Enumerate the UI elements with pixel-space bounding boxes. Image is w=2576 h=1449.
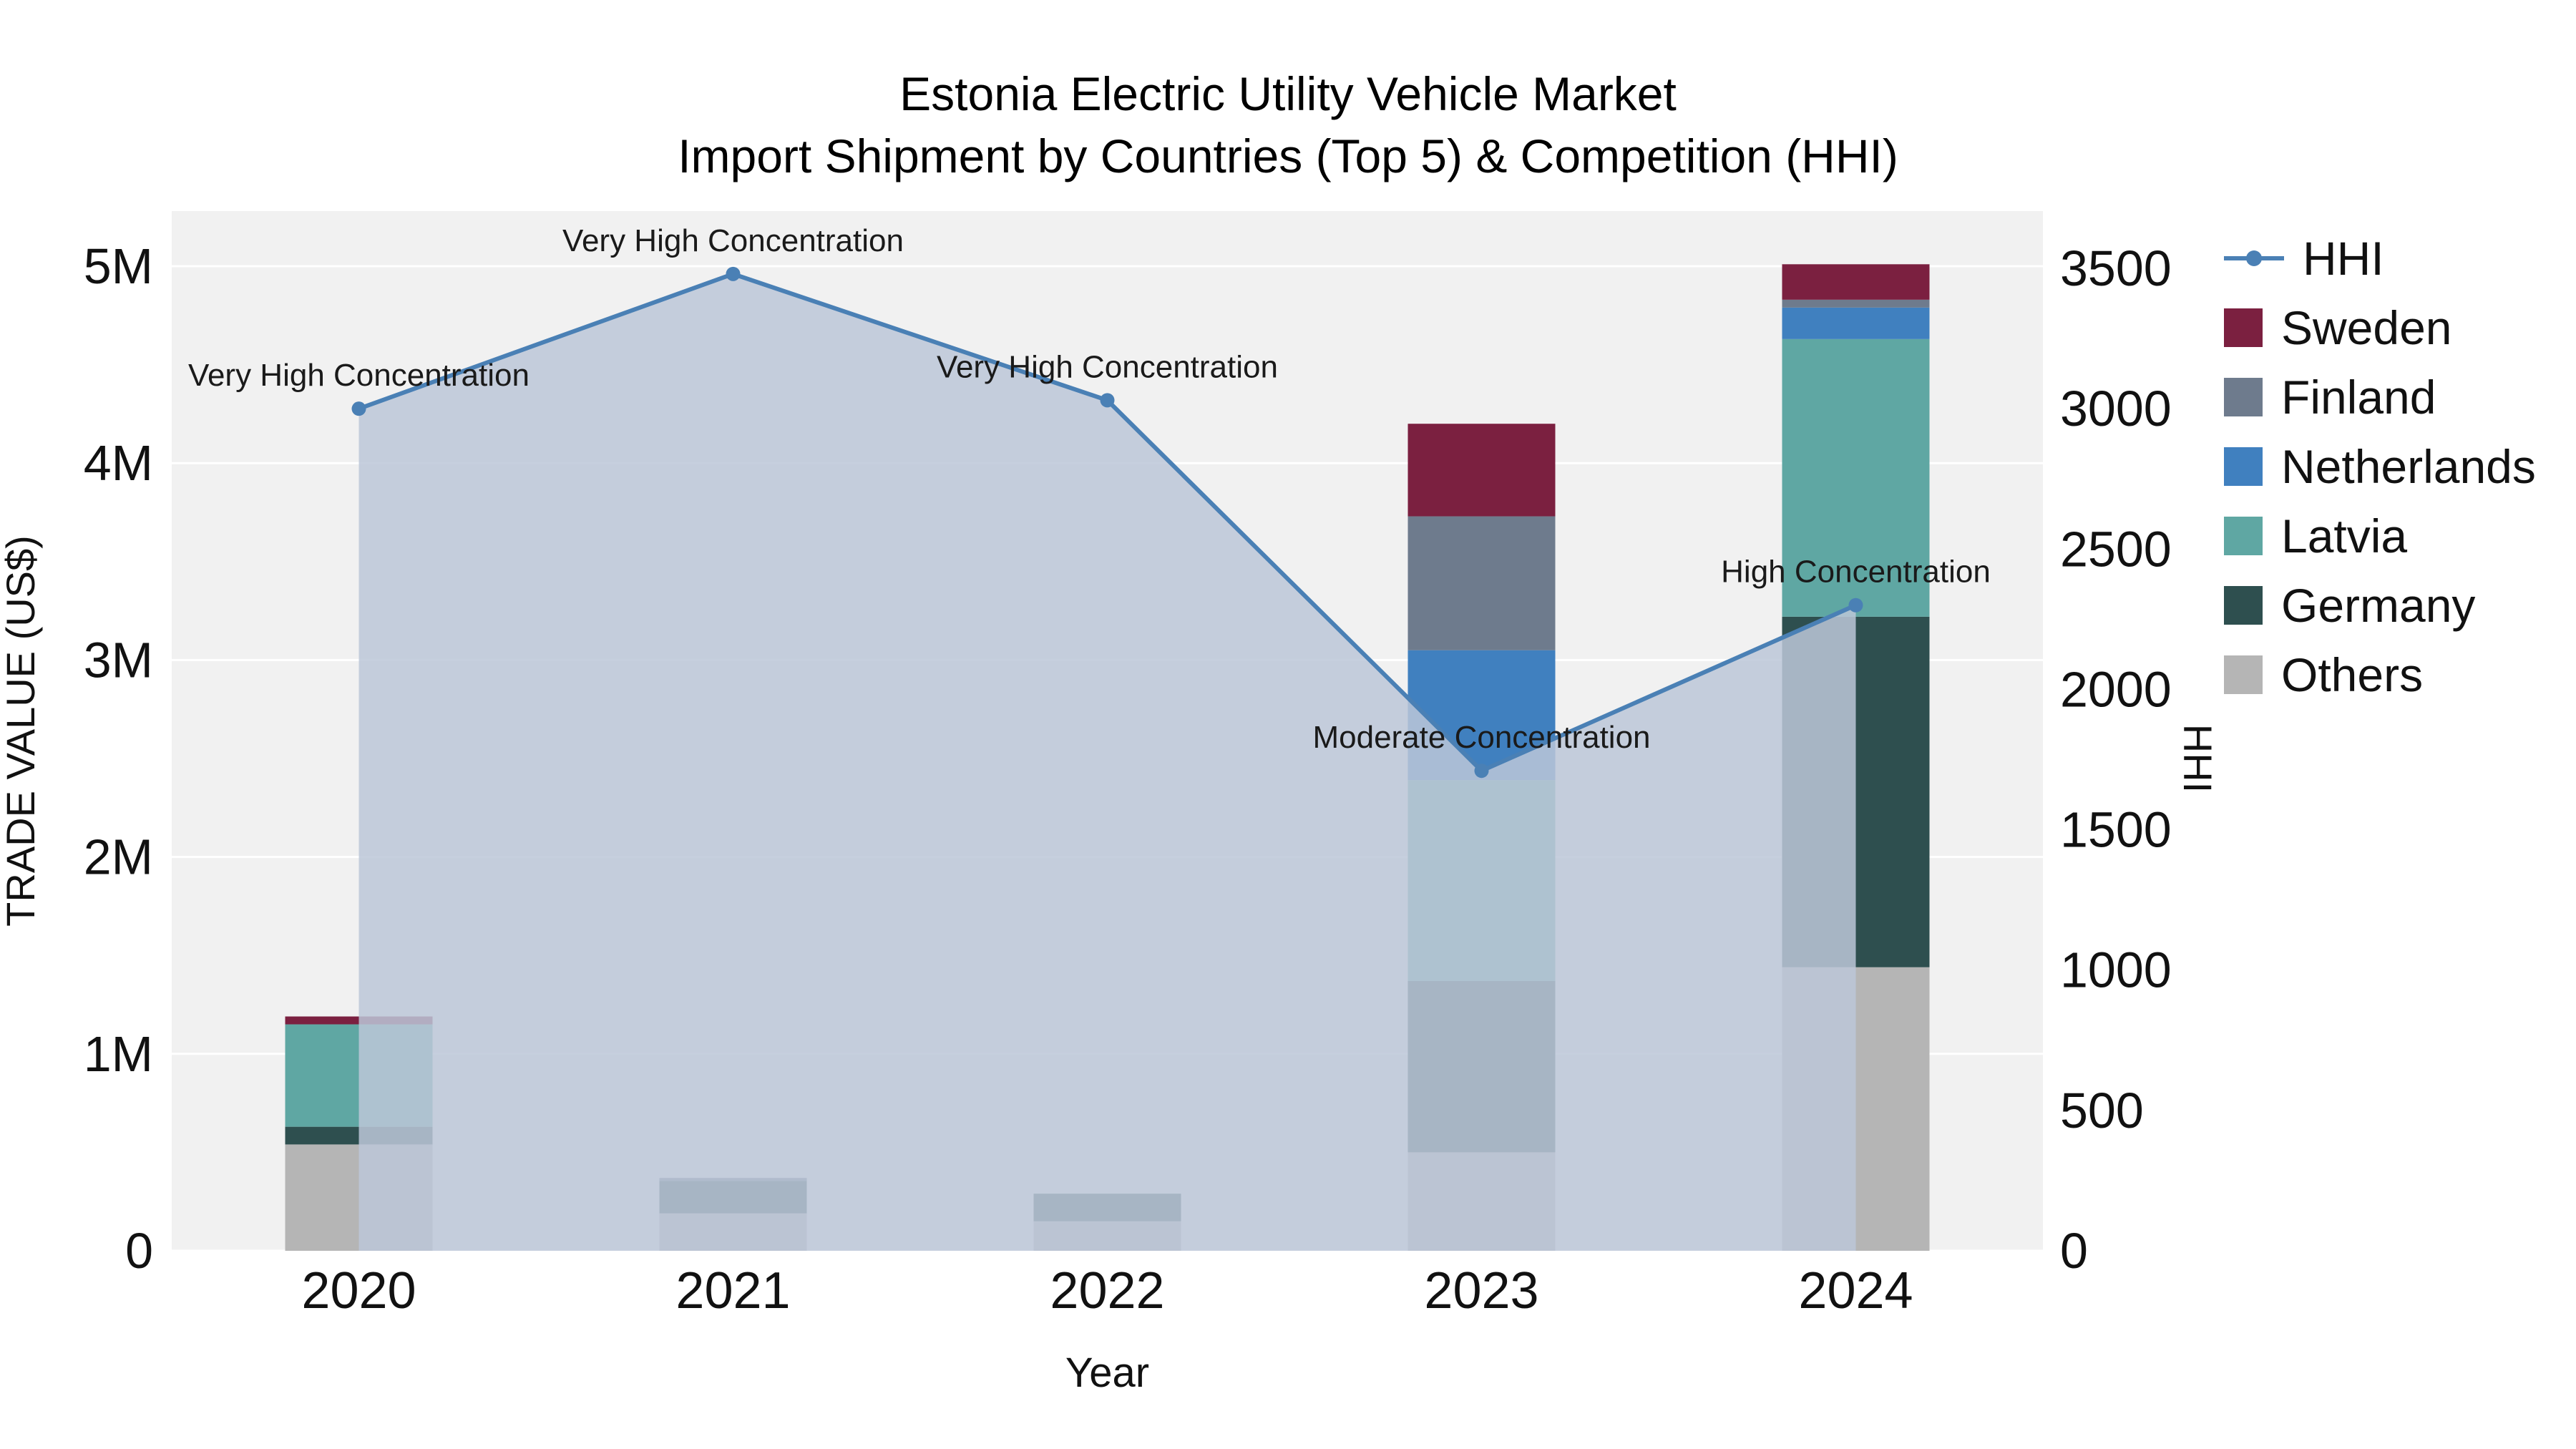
hhi-line-marker-icon [2224, 250, 2284, 266]
legend-label-latvia: Latvia [2281, 509, 2408, 562]
legend-item-hhi[interactable]: HHI [2224, 232, 2536, 285]
svg-text:Very High Concentration: Very High Concentration [188, 358, 530, 393]
svg-text:3M: 3M [84, 632, 153, 688]
latvia-swatch-icon [2224, 517, 2263, 555]
svg-text:Moderate Concentration: Moderate Concentration [1312, 720, 1650, 755]
sweden-swatch-icon [2224, 308, 2263, 347]
svg-text:5M: 5M [84, 238, 153, 294]
legend-label-sweden: Sweden [2281, 301, 2452, 354]
svg-text:Very High Concentration: Very High Concentration [562, 223, 904, 258]
legend-label-hhi: HHI [2303, 232, 2384, 285]
svg-text:4M: 4M [84, 435, 153, 491]
svg-text:3500: 3500 [2060, 240, 2172, 296]
legend-item-latvia[interactable]: Latvia [2224, 509, 2536, 562]
svg-text:Very High Concentration: Very High Concentration [937, 349, 1278, 384]
legend-item-germany[interactable]: Germany [2224, 579, 2536, 632]
svg-text:0: 0 [125, 1223, 153, 1279]
svg-text:2M: 2M [84, 829, 153, 885]
legend-item-others[interactable]: Others [2224, 648, 2536, 701]
legend-item-sweden[interactable]: Sweden [2224, 301, 2536, 354]
finland-swatch-icon [2224, 378, 2263, 416]
svg-text:1M: 1M [84, 1026, 153, 1082]
legend-label-netherlands: Netherlands [2281, 440, 2536, 493]
svg-text:TRADE VALUE (US$): TRADE VALUE (US$) [0, 535, 43, 927]
legend-label-others: Others [2281, 648, 2424, 701]
legend-item-netherlands[interactable]: Netherlands [2224, 440, 2536, 493]
svg-text:Year: Year [1065, 1350, 1149, 1396]
legend-label-finland: Finland [2281, 371, 2436, 424]
svg-text:2021: 2021 [675, 1262, 790, 1319]
svg-text:HHI: HHI [2175, 724, 2220, 793]
svg-text:2020: 2020 [301, 1262, 416, 1319]
svg-text:High Concentration: High Concentration [1721, 555, 1991, 590]
svg-text:500: 500 [2060, 1083, 2144, 1138]
svg-text:2023: 2023 [1424, 1262, 1538, 1319]
chart-legend: HHI Sweden Finland Netherlands Latvia Ge… [2224, 232, 2536, 701]
svg-text:1000: 1000 [2060, 942, 2172, 998]
legend-item-finland[interactable]: Finland [2224, 371, 2536, 424]
svg-text:1500: 1500 [2060, 802, 2172, 858]
chart-title-line1: Estonia Electric Utility Vehicle Market [899, 67, 1677, 120]
others-swatch-icon [2224, 655, 2263, 694]
netherlands-swatch-icon [2224, 447, 2263, 486]
svg-text:2022: 2022 [1050, 1262, 1164, 1319]
legend-label-germany: Germany [2281, 579, 2476, 632]
svg-text:2000: 2000 [2060, 661, 2172, 717]
svg-text:2500: 2500 [2060, 521, 2172, 577]
chart-title: Estonia Electric Utility Vehicle Market … [0, 63, 2576, 187]
germany-swatch-icon [2224, 586, 2263, 625]
chart-title-line2: Import Shipment by Countries (Top 5) & C… [678, 130, 1898, 183]
svg-text:2024: 2024 [1798, 1262, 1913, 1319]
svg-text:3000: 3000 [2060, 381, 2172, 436]
svg-text:0: 0 [2060, 1223, 2088, 1279]
